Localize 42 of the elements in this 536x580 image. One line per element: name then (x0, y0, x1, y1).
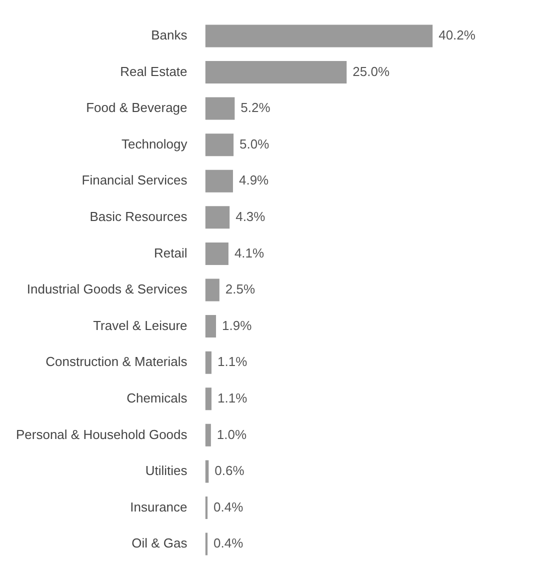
y-tick-label: Travel & Leisure (93, 318, 188, 333)
data-label: 0.6% (214, 463, 245, 478)
bar (205, 424, 211, 446)
data-label: 25.0% (352, 64, 390, 79)
bar (205, 242, 228, 265)
data-label: 1.1% (217, 354, 248, 370)
y-tick-label: Retail (154, 245, 188, 260)
y-tick-label: Food & Beverage (86, 100, 188, 116)
data-label: 5.2% (240, 100, 271, 116)
data-label: 5.0% (240, 136, 270, 152)
y-tick-label: Financial Services (82, 172, 188, 188)
bar (205, 388, 212, 410)
data-label: 0.4% (214, 536, 244, 551)
bar (205, 97, 235, 120)
y-tick-label: Banks (151, 28, 188, 43)
y-tick-label: Personal & Household Goods (16, 426, 188, 442)
data-label: 1.0% (216, 426, 247, 442)
y-tick-label: Chemicals (126, 390, 188, 406)
bar (205, 60, 347, 84)
bar (205, 278, 220, 302)
data-label: 4.3% (236, 208, 266, 224)
bar (205, 351, 212, 374)
bar (205, 315, 216, 338)
y-tick-label: Industrial Goods & Services (26, 282, 188, 297)
data-label: 40.2% (438, 28, 476, 43)
bar (205, 24, 433, 48)
y-tick-label: Oil & Gas (132, 536, 188, 551)
y-tick-label: Real Estate (120, 64, 188, 79)
data-label: 0.4% (214, 499, 244, 514)
y-tick-label: Utilities (145, 463, 188, 478)
data-label: 1.9% (222, 318, 252, 333)
bar (205, 134, 234, 156)
y-tick-label: Basic Resources (90, 208, 188, 224)
y-tick-label: Construction & Materials (46, 354, 188, 370)
bar (205, 170, 233, 192)
data-label: 4.9% (238, 172, 270, 188)
data-label: 1.1% (217, 390, 248, 406)
y-tick-label: Technology (121, 136, 188, 152)
data-label: 2.5% (225, 282, 256, 297)
y-tick-label: Insurance (130, 499, 188, 514)
data-label: 4.1% (234, 245, 265, 260)
bar (205, 206, 230, 229)
